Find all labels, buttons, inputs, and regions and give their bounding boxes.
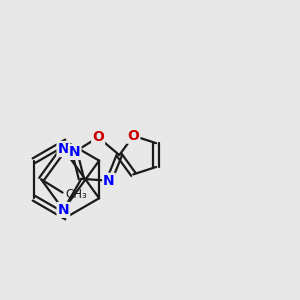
Text: CH₃: CH₃ bbox=[66, 188, 88, 201]
Text: O: O bbox=[92, 130, 104, 144]
Text: N: N bbox=[69, 145, 80, 159]
Text: O: O bbox=[128, 129, 139, 143]
Text: N: N bbox=[103, 174, 115, 188]
Text: N: N bbox=[58, 203, 69, 217]
Text: N: N bbox=[58, 142, 69, 156]
